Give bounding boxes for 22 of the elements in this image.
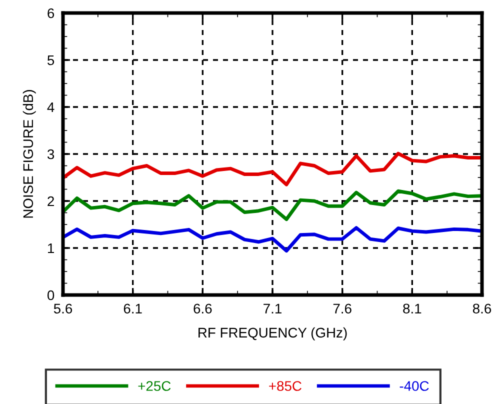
line-series (63, 152, 482, 186)
y-tick-label: 4 (47, 102, 54, 112)
legend-label: +25C (138, 381, 171, 391)
y-tick-label: 3 (47, 149, 54, 160)
x-tick-label: 5.6 (54, 304, 72, 314)
y-tick-label: 2 (48, 196, 54, 206)
legend-label: -40C (400, 381, 429, 391)
x-tick-label: 6.6 (194, 304, 212, 314)
legend-label: +85C (269, 381, 302, 391)
x-tick-label: 7.1 (264, 304, 282, 314)
x-tick-label: 8.6 (472, 304, 492, 314)
x-tick-label: 8.1 (403, 304, 422, 314)
y-tick-label: 6 (48, 8, 54, 18)
line-series (63, 189, 482, 222)
y-tick-label: 0 (47, 290, 54, 300)
line-series (63, 226, 482, 253)
y-tick-label: 1 (48, 243, 54, 254)
x-tick-label: 6.1 (124, 304, 142, 314)
x-tick-label: 7.6 (333, 304, 352, 314)
x-axis-title: RF FREQUENCY (GHz) (198, 327, 347, 340)
y-tick-label: 5 (48, 55, 54, 66)
y-axis-title: NOISE FIGURE (dB) (22, 90, 36, 218)
